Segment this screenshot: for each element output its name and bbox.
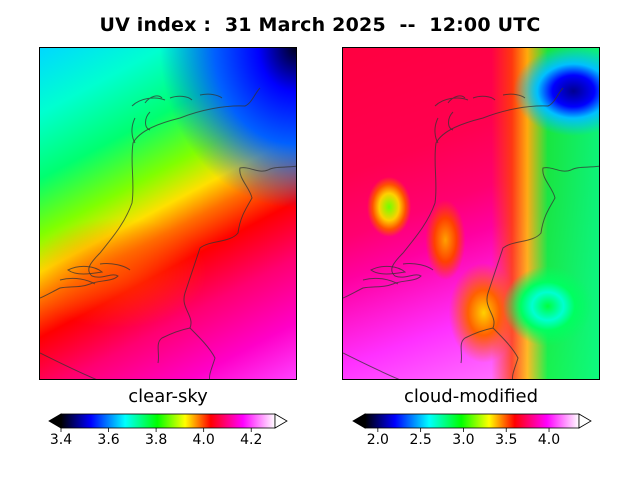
colorbar-extend-low (352, 413, 366, 429)
colorbar-tick-label: 3.6 (97, 432, 120, 448)
cloud-modified-coastline (343, 87, 599, 379)
clear-sky-colorbar-svg (48, 413, 288, 432)
clear-sky-label: clear-sky (128, 386, 208, 407)
cloud-blob-southeast (343, 48, 599, 379)
cloud-modified-colorbar-svg (352, 413, 592, 432)
colorbar-tick-label: 4.0 (537, 432, 561, 448)
clear-sky-colorbar-ticks: 3.4 3.6 3.8 4.0 4.2 (49, 432, 287, 452)
colorbar-tick-label: 4.0 (192, 432, 215, 448)
colorbar-extend-high (578, 413, 592, 429)
clear-sky-coastline (40, 87, 296, 379)
colorbar-tick-label: 3.0 (452, 432, 475, 448)
colorbar-tick-label: 4.2 (240, 432, 263, 448)
clear-sky-colorbar (48, 413, 288, 432)
colorbar-tick-label: 2.5 (409, 432, 432, 448)
cloud-modified-label: cloud-modified (403, 386, 539, 407)
map-title: UV index : 31 March 2025 -- 12:00 UTC (99, 14, 541, 36)
cloud-modified-map[interactable] (342, 47, 600, 380)
colorbar-tick-label: 3.5 (495, 432, 518, 448)
colorbar-tick-label: 2.0 (366, 432, 389, 448)
colorbar-tick-label: 3.8 (144, 432, 168, 448)
cloud-modified-colorbar-ticks: 2.0 2.5 3.0 3.5 4.0 (353, 432, 591, 452)
clear-sky-map[interactable] (39, 47, 297, 380)
cloud-modified-colorbar (352, 413, 592, 432)
colorbar-extend-high (274, 413, 288, 429)
clear-sky-bulge (40, 48, 296, 379)
colorbar-extend-low (48, 413, 62, 429)
colorbar-tick-label: 3.4 (49, 432, 73, 448)
